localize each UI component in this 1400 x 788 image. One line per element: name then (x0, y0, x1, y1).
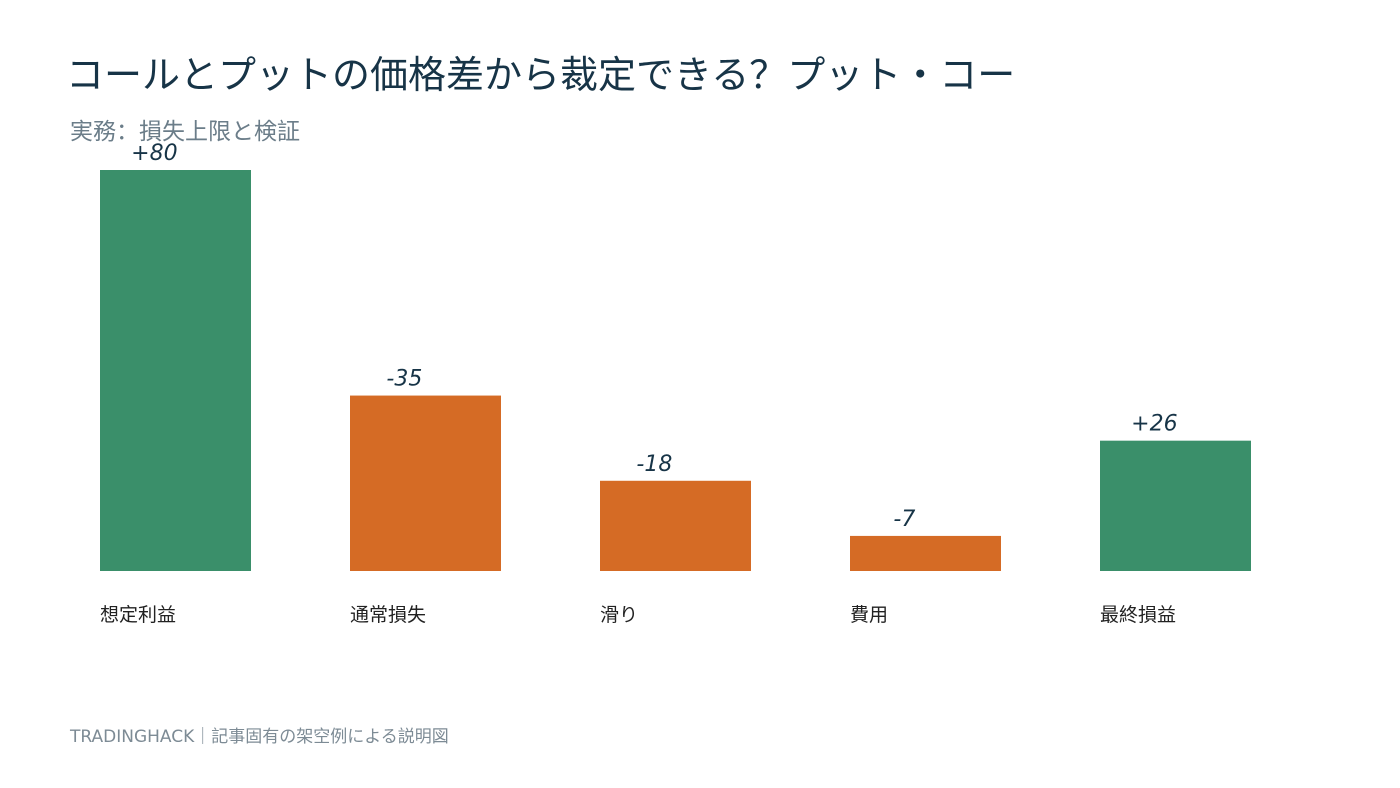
bar-value-label: +80 (131, 141, 177, 166)
chart-subtitle: 実務：損失上限と検証 (70, 119, 300, 145)
category-label: 最終損益 (1100, 604, 1176, 626)
bar-4 (850, 535, 1001, 571)
footer-credit: TRADINGHACK｜記事固有の架空例による説明図 (70, 727, 449, 747)
bar-1 (100, 170, 251, 571)
bar-3 (600, 480, 751, 571)
bar-value-label: -18 (636, 452, 672, 477)
bar-value-label: -7 (893, 507, 915, 532)
bar-chart: +80 -35 -18 -7 +26 想定利益 通常損失 滑り 費用 最終損益 (100, 141, 1251, 626)
bars-layer (100, 170, 1251, 571)
category-label: 費用 (850, 604, 888, 626)
bar-value-label: +26 (1131, 412, 1177, 437)
bar-value-label: -35 (386, 367, 422, 392)
category-label: 通常損失 (350, 604, 426, 626)
bar-2 (350, 395, 501, 571)
category-label: 滑り (600, 604, 638, 626)
value-labels-layer: +80 -35 -18 -7 +26 (131, 141, 1177, 532)
chart-title: コールとプットの価格差から裁定できる？プット・コー (66, 53, 1016, 97)
bar-5 (1100, 440, 1251, 571)
category-labels-layer: 想定利益 通常損失 滑り 費用 最終損益 (100, 604, 1176, 626)
category-label: 想定利益 (100, 604, 176, 626)
